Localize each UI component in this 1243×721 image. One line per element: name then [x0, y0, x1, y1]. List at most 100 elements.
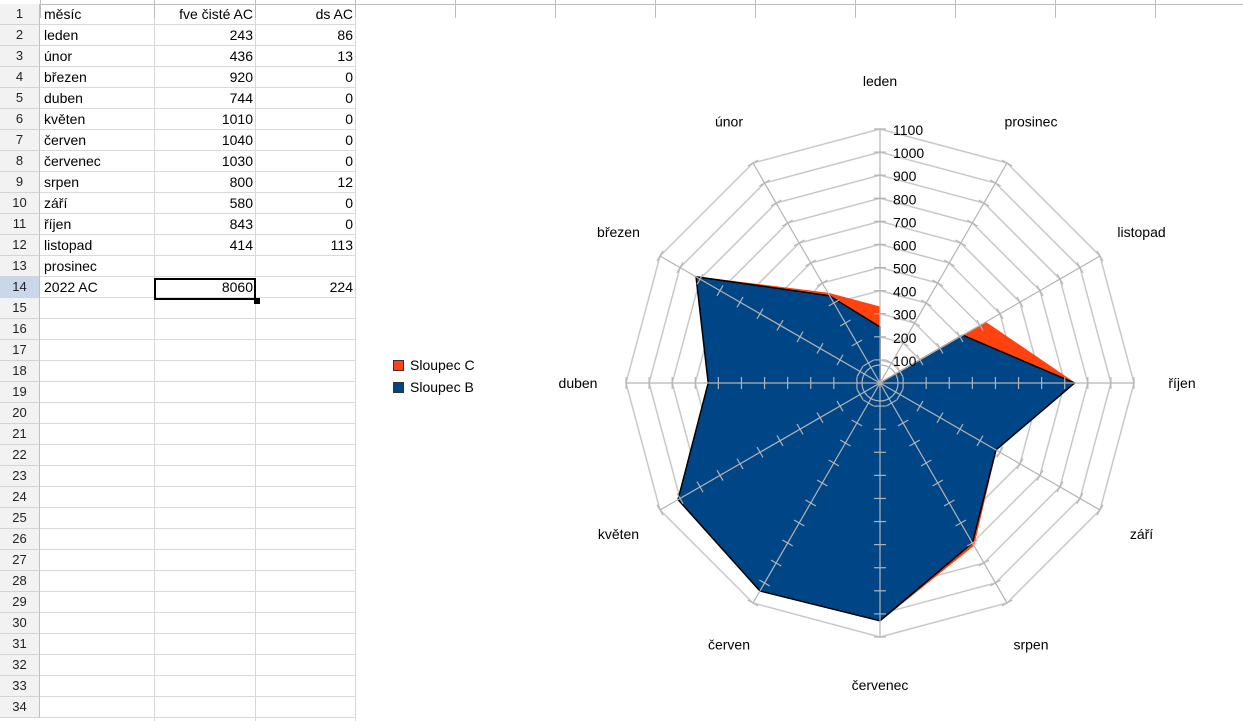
cell-b[interactable]: 800	[229, 174, 253, 190]
selected-cell-b14[interactable]	[154, 278, 256, 300]
cell-a[interactable]: červenec	[44, 153, 101, 169]
cell-c[interactable]: 0	[345, 69, 353, 85]
row-header[interactable]: 20	[0, 403, 40, 424]
spoke-tick	[793, 519, 805, 527]
spoke-tick	[756, 308, 764, 320]
row-header[interactable]: 30	[0, 613, 40, 634]
spoke-tick	[656, 250, 664, 262]
cell-b[interactable]: fve čisté AC	[179, 6, 253, 22]
cell-b[interactable]: 920	[229, 69, 253, 85]
cell-b[interactable]: 744	[229, 90, 253, 106]
grid-line	[40, 150, 356, 151]
cell-c[interactable]: 0	[345, 90, 353, 106]
cell-a[interactable]: říjen	[44, 216, 72, 232]
spoke-tick	[920, 299, 932, 307]
row-header[interactable]: 27	[0, 550, 40, 571]
cell-c[interactable]: 0	[345, 195, 353, 211]
row-header[interactable]: 29	[0, 592, 40, 613]
row-header[interactable]: 4	[0, 67, 40, 88]
spoke-tick	[836, 354, 844, 366]
row-header[interactable]: 24	[0, 487, 40, 508]
row-header[interactable]: 33	[0, 676, 40, 697]
row-header[interactable]: 26	[0, 529, 40, 550]
row-header[interactable]: 13	[0, 256, 40, 277]
row-header[interactable]: 6	[0, 109, 40, 130]
cell-a[interactable]: červen	[44, 132, 87, 148]
cell-a[interactable]: listopad	[44, 237, 93, 253]
spoke-tick	[796, 423, 804, 435]
cell-b[interactable]: 436	[229, 48, 253, 64]
row-header[interactable]: 12	[0, 235, 40, 256]
cell-a[interactable]: září	[44, 195, 68, 211]
spoke-tick	[856, 365, 864, 377]
cell-c[interactable]: 0	[345, 132, 353, 148]
row-header[interactable]: 23	[0, 466, 40, 487]
spoke-tick	[920, 459, 932, 467]
cell-b[interactable]: 843	[229, 216, 253, 232]
row-header[interactable]: 22	[0, 445, 40, 466]
cell-a[interactable]: prosinec	[44, 258, 97, 274]
row-header[interactable]: 18	[0, 361, 40, 382]
row-header[interactable]: 19	[0, 382, 40, 403]
row-header[interactable]: 28	[0, 571, 40, 592]
row-header[interactable]: 31	[0, 634, 40, 655]
cell-b[interactable]: 580	[229, 195, 253, 211]
grid-line	[40, 486, 356, 487]
cell-c[interactable]: 0	[345, 111, 353, 127]
row-header[interactable]: 32	[0, 655, 40, 676]
cell-b[interactable]: 414	[229, 237, 253, 253]
cell-b[interactable]: 1010	[221, 111, 253, 127]
row-header[interactable]: 3	[0, 46, 40, 67]
column-divider	[40, 0, 41, 18]
cell-c[interactable]: 0	[345, 153, 353, 169]
cell-a[interactable]: březen	[44, 69, 87, 85]
row-header[interactable]: 25	[0, 508, 40, 529]
spoke-tick	[851, 339, 863, 347]
cell-a[interactable]: květen	[44, 111, 86, 127]
spoke	[752, 382, 881, 604]
spoke-tick	[747, 159, 759, 167]
category-label: duben	[559, 375, 598, 391]
cell-a[interactable]: únor	[44, 48, 73, 64]
spoke-tick	[989, 179, 1001, 187]
cell-a[interactable]: leden	[44, 27, 79, 43]
cell-a[interactable]: duben	[44, 90, 83, 106]
cell-c[interactable]: 0	[345, 216, 353, 232]
row-header[interactable]: 10	[0, 193, 40, 214]
cell-c[interactable]: 12	[337, 174, 353, 190]
cell-a[interactable]: 2022 AC	[44, 279, 98, 295]
cell-b[interactable]: 1030	[221, 153, 253, 169]
cell-b[interactable]: 243	[229, 27, 253, 43]
row-header[interactable]: 9	[0, 172, 40, 193]
grid-line	[40, 108, 356, 109]
row-header[interactable]: 14	[0, 277, 40, 298]
spoke-tick	[943, 259, 955, 267]
cell-c[interactable]: 13	[337, 48, 353, 64]
row-header[interactable]: 16	[0, 319, 40, 340]
grid-line	[40, 339, 356, 340]
row-header[interactable]: 7	[0, 130, 40, 151]
cell-b[interactable]: 1040	[221, 132, 253, 148]
spoke-tick	[932, 479, 944, 487]
cell-c[interactable]: 113	[330, 237, 353, 253]
row-header[interactable]: 17	[0, 340, 40, 361]
row-header[interactable]: 8	[0, 151, 40, 172]
cell-c[interactable]: 86	[337, 27, 353, 43]
row-header[interactable]: 2	[0, 25, 40, 46]
cell-a[interactable]: měsíc	[44, 6, 82, 22]
spoke-tick	[1096, 504, 1104, 516]
row-header[interactable]: 11	[0, 214, 40, 235]
row-header[interactable]: 21	[0, 424, 40, 445]
row-header[interactable]: 15	[0, 298, 40, 319]
cell-a[interactable]: srpen	[44, 174, 80, 190]
spoke-tick	[955, 519, 967, 527]
cell-c[interactable]: 224	[329, 279, 353, 295]
row-header[interactable]: 1	[0, 4, 40, 25]
row-header[interactable]: 34	[0, 697, 40, 718]
spoke-tick	[886, 399, 898, 407]
cell-c[interactable]: ds AC	[315, 6, 353, 22]
fill-handle[interactable]	[254, 298, 260, 304]
row-header[interactable]: 5	[0, 88, 40, 109]
cell-b[interactable]: 8060	[221, 279, 253, 295]
